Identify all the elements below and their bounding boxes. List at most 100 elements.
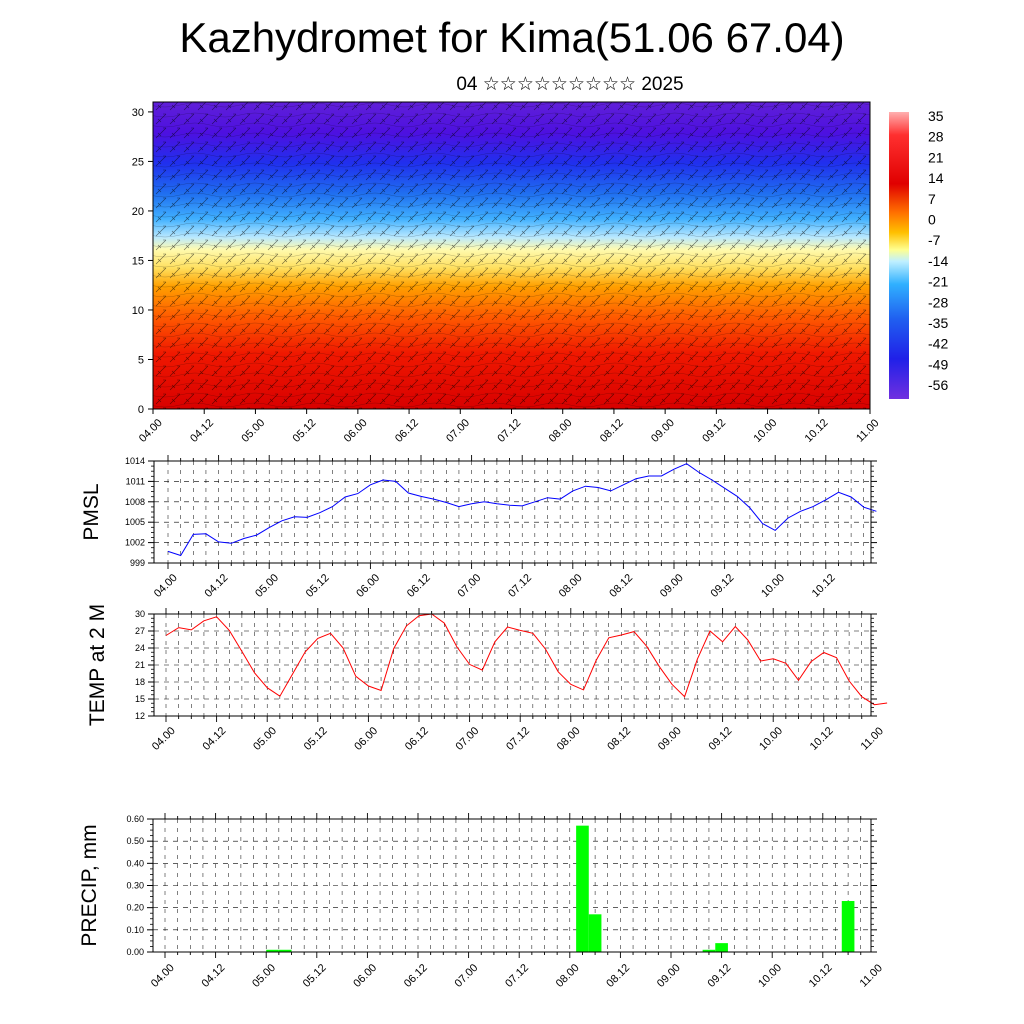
x-tick-label: 08.12 (607, 572, 635, 600)
colorbar-label: -28 (928, 294, 948, 310)
y-tick-label: 1014 (125, 456, 145, 466)
colorbar-label: -56 (928, 377, 948, 393)
heatmap-x-axis: 04.00 04.12 05.00 05.12 06.00 06.12 07.00 07.12… (137, 409, 882, 445)
colorbar-labels: 35 28 21 14 7 0 -7 -14 -21 -28 -35 -42 -49 -56 (928, 108, 948, 393)
precip-bar (715, 943, 728, 952)
heatmap-x-tick-label: 10.00 (751, 417, 779, 445)
colorbar-label: -14 (928, 253, 948, 269)
heatmap-x-tick-label: 07.12 (495, 417, 523, 445)
heatmap-x-tick-label: 04.00 (137, 417, 165, 445)
x-tick-label: 06.00 (351, 962, 379, 990)
x-tick-label: 06.12 (402, 962, 430, 990)
heatmap-y-tick-label: 5 (138, 354, 144, 366)
y-axis-label: PMSL (80, 483, 103, 540)
heatmap-x-tick-label: 08.12 (598, 417, 626, 445)
panel-frame (153, 460, 872, 564)
heatmap-y-tick-label: 10 (132, 305, 144, 317)
x-tick-label: 06.12 (403, 725, 431, 753)
y-tick-label: 0.40 (126, 858, 144, 868)
heatmap-x-tick-label: 06.00 (342, 417, 370, 445)
y-tick-label: 1011 (126, 476, 145, 486)
x-tick-label: 04.12 (203, 572, 231, 600)
x-tick-label: 10.12 (808, 725, 836, 753)
x-tick-label: 06.00 (354, 572, 382, 600)
pmsl-panel: 999 1002 1005 1008 1011 1014 04.00 04.12 05.00 05… (80, 455, 877, 600)
y-tick-label: 30 (135, 609, 145, 619)
heatmap-y-tick-label: 0 (138, 404, 144, 416)
y-axis-label: TEMP at 2 M (86, 604, 109, 726)
heatmap-y-tick-label: 20 (132, 206, 144, 218)
x-tick-label: 06.00 (352, 725, 380, 753)
y-tick-label: 0.30 (126, 881, 144, 891)
wind-barb-overlay (153, 102, 870, 409)
x-tick-label: 08.00 (557, 572, 585, 600)
heatmap-x-tick-label: 05.00 (239, 417, 267, 445)
y-tick-label: 15 (135, 694, 145, 704)
x-tick-label: 04.00 (149, 962, 177, 990)
temp-panel: 12 15 18 21 24 27 30 04.00 04.12 05.00 05.12 06.00 0… (86, 604, 888, 753)
x-tick-label: 09.12 (709, 572, 737, 600)
y-tick-label: 0.10 (126, 925, 144, 935)
x-tick-label: 06.12 (405, 572, 433, 600)
y-tick-label: 1005 (125, 517, 145, 527)
x-tick-label: 09.00 (656, 725, 684, 753)
x-tick-label: 07.00 (456, 572, 484, 600)
x-tick-label: 10.12 (807, 962, 835, 990)
x-tick-label: 10.12 (810, 572, 838, 600)
heatmap-x-tick-label: 06.12 (393, 417, 421, 445)
x-tick-label: 07.00 (453, 962, 481, 990)
colorbar-label: -42 (928, 336, 948, 352)
colorbar-label: 7 (928, 191, 936, 207)
heatmap-x-tick-label: 10.12 (803, 417, 831, 445)
y-tick-label: 24 (135, 643, 145, 653)
y-tick-label: 1002 (125, 538, 145, 548)
y-tick-label: 0.00 (126, 947, 144, 957)
panel-frame (153, 613, 872, 717)
y-tick-label: 18 (135, 677, 145, 687)
y-tick-label: 0.60 (126, 814, 144, 824)
x-tick-label: 05.00 (251, 725, 279, 753)
colorbar-label: 21 (928, 149, 944, 165)
x-tick-label: 10.00 (757, 725, 785, 753)
x-tick-label: 05.12 (302, 725, 330, 753)
x-tick-label: 07.12 (504, 725, 532, 753)
y-tick-label: 0.20 (126, 903, 144, 913)
x-tick-label: 11.00 (858, 962, 885, 989)
heatmap-y-tick-label: 15 (132, 255, 144, 267)
series-line (167, 463, 877, 557)
heatmap-x-tick-label: 04.12 (188, 417, 216, 445)
x-tick-label: 05.00 (253, 572, 281, 600)
y-tick-label: 1008 (125, 497, 145, 507)
x-tick-label: 11.00 (859, 725, 886, 752)
y-axis-label: PRECIP, mm (78, 824, 101, 946)
heatmap-x-tick-label: 05.12 (291, 417, 319, 445)
x-tick-label: 07.00 (454, 725, 482, 753)
x-tick-label: 07.12 (506, 572, 534, 600)
x-tick-label: 05.12 (301, 962, 329, 990)
y-tick-label: 27 (135, 626, 145, 636)
series-line (165, 613, 888, 706)
chart-subtitle: 04 ☆☆☆☆☆☆☆☆☆ 2025 (456, 74, 684, 95)
x-tick-label: 09.00 (658, 572, 686, 600)
heatmap-x-tick-label: 08.00 (547, 417, 575, 445)
x-tick-label: 04.12 (201, 725, 229, 753)
precip-bar (702, 949, 716, 952)
precip-panel: 0.00 0.10 0.20 0.30 0.40 0.50 0.60 04.00 04.12 05… (78, 813, 885, 990)
colorbar-label: -35 (928, 315, 948, 331)
x-tick-label: 07.12 (503, 962, 531, 990)
x-tick-label: 05.12 (304, 572, 332, 600)
heatmap-x-tick-label: 11.00 (854, 417, 881, 444)
x-tick-label: 09.12 (706, 962, 734, 990)
y-tick-label: 21 (135, 660, 145, 670)
x-tick-label: 08.00 (554, 962, 582, 990)
x-tick-label: 09.00 (655, 962, 683, 990)
colorbar-label: 28 (928, 129, 944, 145)
precip-bar (266, 949, 279, 952)
colorbar-label: -49 (928, 356, 948, 372)
heatmap-x-tick-label: 09.00 (649, 417, 677, 445)
colorbar: 35 28 21 14 7 0 -7 -14 -21 -28 -35 -42 -49 -56 (889, 108, 948, 399)
heatmap-y-tick-label: 25 (132, 156, 144, 168)
x-tick-label: 08.12 (605, 725, 633, 753)
y-tick-label: 0.50 (126, 836, 144, 846)
